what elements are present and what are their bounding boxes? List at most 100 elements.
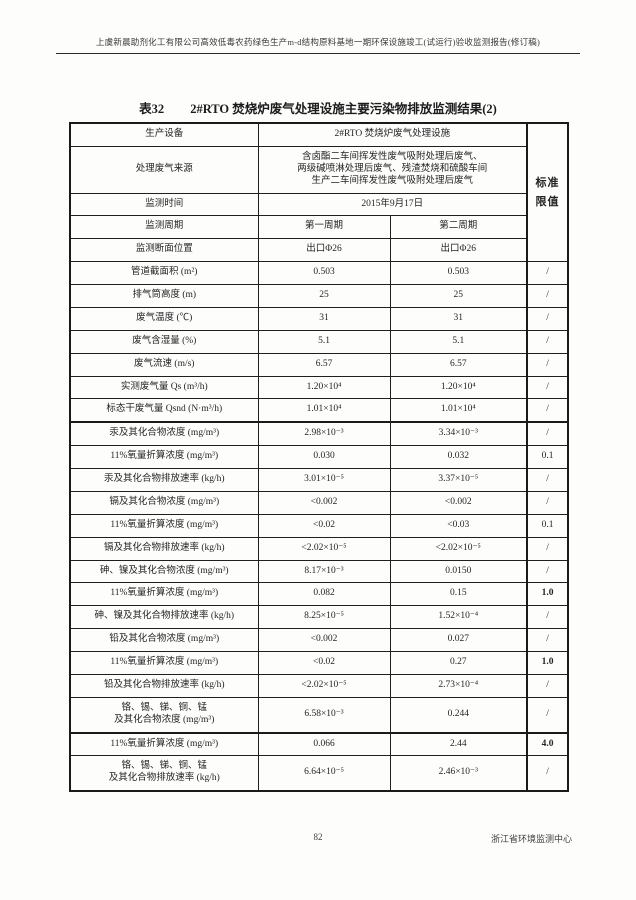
table-row: 11%氧量折算浓度 (mg/m³) <0.02 <0.03 0.1 [69, 513, 569, 538]
table-row: 废气流速 (m/s) 6.57 6.57/ [69, 352, 569, 377]
value-period1: <0.02 [257, 651, 391, 675]
standard-limit: / [526, 284, 569, 308]
table-row: 监测时间 2015年9月17日 [69, 192, 568, 217]
standard-limit: 1.0 [526, 651, 569, 675]
monitoring-table: 生产设备 2#RTO 焚烧炉废气处理设施 标准限值 处理废气来源 含卤酯二车间挥发性废气… [69, 122, 570, 793]
value-period2: 2.44 [389, 731, 528, 757]
value-period1: <2.02×10⁻⁵ [257, 673, 391, 698]
table-header-section: 生产设备 2#RTO 焚烧炉废气处理设施 标准限值 处理废气来源 含卤酯二车间挥发性废气… [69, 122, 569, 263]
value-period1: 8.17×10⁻³ [257, 559, 391, 584]
table-title-text: 2#RTO 焚烧炉废气处理设施主要污染物排放监测结果(2) [190, 102, 497, 116]
value-period2: 1.20×10⁴ [389, 375, 528, 400]
value-period2: 31 [389, 306, 528, 331]
standard-limit: / [526, 490, 569, 515]
row-label: 监测断面位置 [69, 238, 259, 263]
table-row: 汞及其化合物排放速率 (kg/h) 3.01×10⁻⁵ 3.37×10⁻⁵ / [69, 468, 569, 492]
value-period1: 0.066 [257, 731, 391, 757]
value-period1: 3.01×10⁻⁵ [257, 468, 391, 492]
row-label: 监测周期 [69, 215, 259, 240]
value-period2: 第二周期 [389, 215, 528, 240]
table-row: 生产设备 2#RTO 焚烧炉废气处理设施 标准限值 [69, 122, 569, 263]
value-period2: 出口Φ26 [389, 238, 528, 263]
standard-limit: 0.1 [526, 445, 569, 469]
row-label: 监测时间 [69, 192, 259, 217]
row-label: 实测废气量 Qs (m³/h) [69, 375, 259, 400]
table-data-section: 管道截面积 (m²) 0.503 0.503/排气筒高度 (m) 25 25/废气温度 … [69, 261, 569, 792]
value-period1: 6.57 [257, 352, 391, 377]
standard-limit: / [526, 375, 569, 400]
row-label: 铅及其化合物排放速率 (kg/h) [69, 673, 259, 698]
table-row: 废气含湿量 (%) 5.1 5.1/ [69, 329, 569, 354]
row-label: 11%氧量折算浓度 (mg/m³) [69, 445, 259, 469]
value-period2: 2.46×10⁻³ [389, 755, 528, 792]
value-period2: 5.1 [389, 329, 528, 354]
standard-limit: / [526, 306, 569, 331]
value-period2: 0.032 [389, 445, 528, 469]
row-label: 排气筒高度 (m) [69, 284, 259, 308]
page-number: 82 [313, 832, 323, 842]
value-period1: 1.20×10⁴ [257, 375, 391, 400]
row-label: 铬、锡、锑、铜、锰 及其化合物浓度 (mg/m³) [69, 696, 259, 734]
value-period1: <0.002 [257, 490, 391, 515]
row-label: 处理废气来源 [69, 145, 259, 194]
standard-limit: / [526, 536, 569, 561]
row-label: 11%氧量折算浓度 (mg/m³) [69, 513, 259, 538]
row-value: 2#RTO 焚烧炉废气处理设施 [257, 122, 528, 147]
value-period2: 25 [389, 284, 528, 308]
row-value: 2015年9月17日 [257, 192, 528, 217]
value-period1: 0.082 [257, 582, 391, 607]
standard-limit: / [526, 755, 569, 792]
row-label: 汞及其化合物浓度 (mg/m³) [69, 421, 259, 447]
value-period1: 出口Φ26 [257, 238, 391, 263]
standard-limit: / [526, 398, 569, 423]
row-label: 11%氧量折算浓度 (mg/m³) [69, 651, 259, 675]
value-period2: <2.02×10⁻⁵ [389, 536, 528, 561]
row-label: 铅及其化合物浓度 (mg/m³) [69, 628, 259, 652]
value-period1: 0.503 [257, 261, 391, 285]
value-period1: 6.58×10⁻³ [257, 696, 391, 734]
row-label: 废气含湿量 (%) [69, 329, 259, 354]
table-row: 铬、锡、锑、铜、锰 及其化合物浓度 (mg/m³) 6.58×10⁻³ 0.244/ [69, 696, 569, 734]
table-row: 镉及其化合物浓度 (mg/m³) <0.002 <0.002/ [69, 490, 569, 515]
value-period2: 0.027 [389, 628, 528, 652]
value-period1: 6.64×10⁻⁵ [257, 755, 391, 792]
standard-limit-header: 标准限值 [526, 122, 569, 263]
row-label: 砷、镍及其化合物浓度 (mg/m³) [69, 559, 259, 584]
table-row: 处理废气来源 含卤酯二车间挥发性废气吸附处理后废气、 两级碱喷淋处理后废气、残渣焚… [69, 145, 568, 194]
value-period2: 0.15 [389, 582, 528, 607]
standard-limit: / [526, 673, 569, 698]
value-period1: 31 [257, 306, 391, 331]
table-row: 管道截面积 (m²) 0.503 0.503/ [69, 261, 569, 285]
row-label: 废气流速 (m/s) [69, 352, 259, 377]
table-row: 镉及其化合物排放速率 (kg/h) <2.02×10⁻⁵ <2.02×10⁻⁵ / [69, 536, 569, 561]
standard-limit: / [526, 559, 569, 584]
row-value: 含卤酯二车间挥发性废气吸附处理后废气、 两级碱喷淋处理后废气、残渣焚烧和硫酸车间… [257, 145, 528, 194]
value-period2: 3.37×10⁻⁵ [389, 468, 528, 492]
table-row: 砷、镍及其化合物排放速率 (kg/h) 8.25×10⁻⁵ 1.52×10⁻⁴ / [69, 605, 569, 630]
table-row: 汞及其化合物浓度 (mg/m³) 2.98×10⁻³ 3.34×10⁻³ / [69, 421, 569, 447]
standard-limit: / [526, 421, 569, 447]
table-row: 11%氧量折算浓度 (mg/m³) 0.030 0.032 0.1 [69, 445, 569, 469]
table-row: 标态干废气量 Qsnd (N·m³/h) 1.01×10⁴ 1.01×10⁴ / [69, 398, 569, 423]
value-period1: 第一周期 [257, 215, 391, 240]
page-footer: 82 浙江省环境监测中心 [0, 832, 636, 848]
standard-limit: / [526, 468, 569, 492]
value-period1: 8.25×10⁻⁵ [257, 605, 391, 630]
value-period1: <0.02 [257, 513, 391, 538]
row-label: 镉及其化合物浓度 (mg/m³) [69, 490, 259, 515]
row-label: 汞及其化合物排放速率 (kg/h) [69, 468, 259, 492]
table-row: 实测废气量 Qs (m³/h) 1.20×10⁴ 1.20×10⁴ / [69, 375, 569, 400]
value-period2: 0.27 [389, 651, 528, 675]
value-period1: 25 [257, 284, 391, 308]
standard-limit: / [526, 696, 569, 734]
monitoring-table-wrapper: 生产设备 2#RTO 焚烧炉废气处理设施 标准限值 处理废气来源 含卤酯二车间挥发性废气… [69, 122, 570, 793]
table-row: 监测周期 第一周期 第二周期 [69, 215, 568, 240]
row-label: 11%氧量折算浓度 (mg/m³) [69, 731, 259, 757]
value-period1: 5.1 [257, 329, 391, 354]
row-label: 镉及其化合物排放速率 (kg/h) [69, 536, 259, 561]
standard-limit: / [526, 628, 569, 652]
standard-limit: 4.0 [526, 731, 569, 757]
value-period2: <0.03 [389, 513, 528, 538]
value-period1: <0.002 [257, 628, 391, 652]
standard-limit: / [526, 261, 569, 285]
